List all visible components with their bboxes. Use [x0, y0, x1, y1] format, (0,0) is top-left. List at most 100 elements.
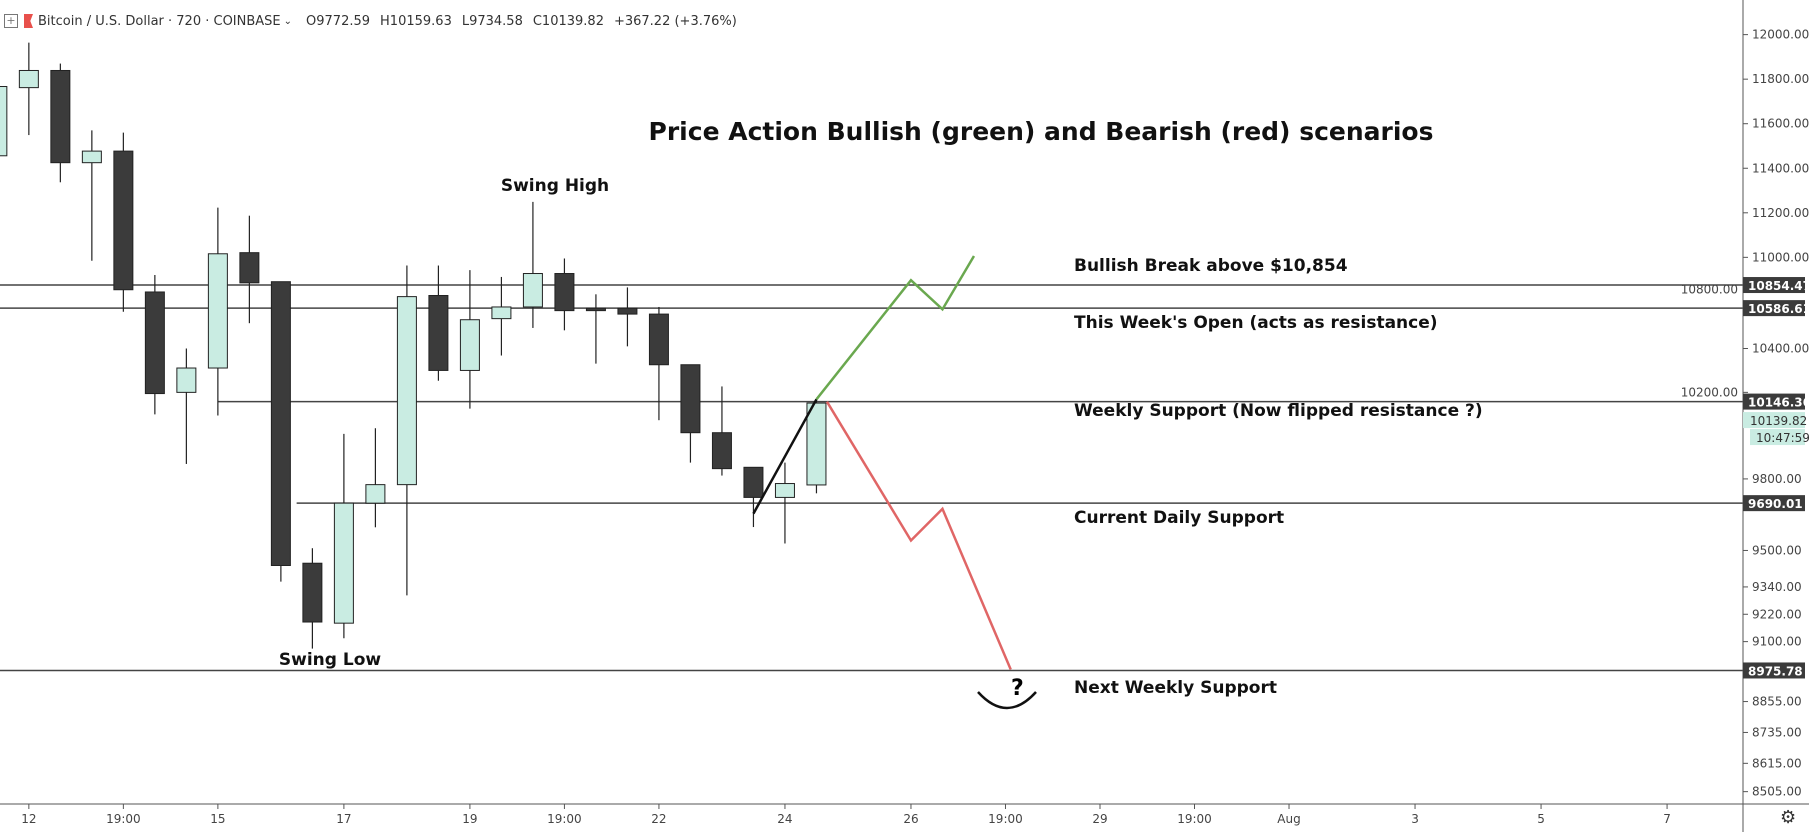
bearish-candle[interactable]	[144, 291, 165, 395]
price-level-badge-text: 9690.01	[1748, 497, 1803, 511]
swing-low-label[interactable]: Swing Low	[278, 650, 382, 670]
bullish-candle[interactable]	[0, 86, 8, 157]
countdown-text: 10:47:59	[1756, 431, 1809, 445]
y-tick-label: 8505.00	[1752, 785, 1802, 799]
y-tick-label: 9800.00	[1752, 472, 1802, 486]
y-tick-label: 10800.00	[1681, 283, 1738, 297]
x-tick-label: 19:00	[988, 812, 1023, 826]
bullish-candle[interactable]	[459, 319, 480, 371]
x-tick-label: 7	[1663, 812, 1671, 826]
bullish-candle[interactable]	[333, 502, 354, 624]
bullish-candle[interactable]	[396, 296, 417, 486]
price-level-badge	[1743, 393, 1805, 410]
weekly-support-label[interactable]: Weekly Support (Now flipped resistance ?…	[1074, 401, 1483, 421]
smile-arc	[977, 691, 1037, 710]
countdown-badge	[1750, 429, 1805, 446]
scenario-trend-line[interactable]	[752, 398, 818, 515]
ohlc-close: C10139.82	[532, 13, 604, 29]
expand-icon[interactable]: +	[4, 14, 18, 28]
weekly-open-label[interactable]: This Week's Open (acts as resistance)	[1074, 313, 1438, 333]
bullish-candle[interactable]	[81, 150, 102, 164]
y-tick-label: 10400.00	[1752, 342, 1809, 356]
settings-gear-icon[interactable]: ⚙	[1780, 807, 1797, 828]
bullish-candle[interactable]	[774, 483, 795, 498]
y-tick-label: 10200.00	[1681, 385, 1738, 399]
bearish-candle[interactable]	[617, 307, 638, 315]
daily-support-label[interactable]: Current Daily Support	[1074, 508, 1285, 528]
bearish-candle[interactable]	[711, 432, 732, 470]
bearish-candle[interactable]	[648, 313, 669, 366]
x-tick-label: 12	[21, 812, 36, 826]
ohlc-open: O9772.59	[306, 13, 371, 29]
bearish-candle[interactable]	[302, 562, 323, 623]
question-mark-annotation[interactable]: ?	[1011, 676, 1024, 701]
price-level-badge-text: 8975.78	[1748, 664, 1803, 678]
bullish-break-label[interactable]: Bullish Break above $10,854	[1074, 256, 1348, 276]
bearish-candle[interactable]	[113, 150, 134, 291]
y-tick-label: 8735.00	[1752, 725, 1802, 739]
x-tick-label: 3	[1411, 812, 1419, 826]
bearish-candle[interactable]	[554, 273, 575, 312]
next-weekly-support-label[interactable]: Next Weekly Support	[1074, 678, 1277, 698]
scenario-trend-line[interactable]	[815, 255, 976, 401]
ohlc-high: H10159.63	[380, 13, 452, 29]
x-tick-label: 29	[1092, 812, 1107, 826]
y-tick-label: 8855.00	[1752, 695, 1802, 709]
y-tick-label: 9220.00	[1752, 607, 1802, 621]
ohlc-change: +367.22 (+3.76%)	[613, 13, 737, 29]
y-tick-label: 11400.00	[1752, 161, 1809, 175]
time-axis[interactable]: 12 19:00 15 17 19 19:00 22 24 26 19:00 29 19:00 Aug 3…	[21, 804, 1671, 826]
bearish-candle[interactable]	[270, 281, 291, 567]
y-tick-label: 11200.00	[1752, 206, 1809, 220]
price-level-badge	[1743, 495, 1805, 512]
price-level-badge	[1743, 662, 1805, 679]
x-tick-label: 19:00	[1177, 812, 1212, 826]
price-level-badge-text: 10586.61	[1748, 302, 1809, 316]
price-level-badge	[1743, 300, 1805, 317]
x-tick-label: 17	[336, 812, 351, 826]
symbol-title[interactable]: Bitcoin / U.S. Dollar · 720 · COINBASE	[38, 13, 281, 29]
x-tick-label: 15	[210, 812, 225, 826]
y-tick-label: 9340.00	[1752, 580, 1802, 594]
x-tick-label: 19	[462, 812, 477, 826]
price-level-badge-text: 10146.36	[1748, 396, 1809, 410]
exchange-flag-icon	[24, 14, 33, 28]
y-tick-label: 12000.00	[1752, 28, 1809, 42]
x-tick-label: Aug	[1277, 812, 1300, 826]
price-level-badge	[1743, 277, 1805, 294]
bullish-candle[interactable]	[522, 273, 543, 308]
current-price-text: 10139.82	[1750, 414, 1807, 428]
price-axis[interactable]: 12000.00 11800.00 11600.00 11400.00 11200.00…	[1681, 28, 1809, 799]
chart-title-annotation[interactable]: Price Action Bullish (green) and Bearish…	[648, 117, 1434, 146]
bearish-candle[interactable]	[585, 307, 606, 312]
y-tick-label: 11600.00	[1752, 117, 1809, 131]
bearish-candle[interactable]	[743, 466, 764, 498]
swing-high-label[interactable]: Swing High	[500, 176, 610, 196]
scenario-trend-line[interactable]	[825, 401, 1012, 670]
bullish-candle[interactable]	[176, 367, 197, 393]
y-tick-label: 11800.00	[1752, 72, 1809, 86]
x-tick-label: 5	[1537, 812, 1545, 826]
bearish-candle[interactable]	[680, 364, 701, 434]
chevron-down-icon[interactable]: ⌄	[283, 15, 293, 27]
symbol-header: + Bitcoin / U.S. Dollar · 720 · COINBASE…	[0, 10, 747, 32]
ohlc-low: L9734.58	[461, 13, 523, 29]
bullish-candle[interactable]	[491, 306, 512, 320]
bullish-candle[interactable]	[18, 69, 39, 89]
y-tick-label: 9500.00	[1752, 543, 1802, 557]
bullish-candle[interactable]	[365, 484, 386, 504]
y-tick-label: 8615.00	[1752, 756, 1802, 770]
price-level-badge-text: 10854.47	[1748, 279, 1809, 293]
x-tick-label: 22	[651, 812, 666, 826]
x-tick-label: 26	[903, 812, 918, 826]
x-tick-label: 24	[777, 812, 792, 826]
x-tick-label: 19:00	[547, 812, 582, 826]
y-tick-label: 11000.00	[1752, 250, 1809, 264]
bearish-candle[interactable]	[239, 252, 260, 284]
bullish-candle[interactable]	[207, 253, 228, 369]
y-tick-label: 9100.00	[1752, 635, 1802, 649]
bullish-candle[interactable]	[806, 402, 827, 486]
bearish-candle[interactable]	[428, 295, 449, 371]
bearish-candle[interactable]	[50, 69, 71, 164]
